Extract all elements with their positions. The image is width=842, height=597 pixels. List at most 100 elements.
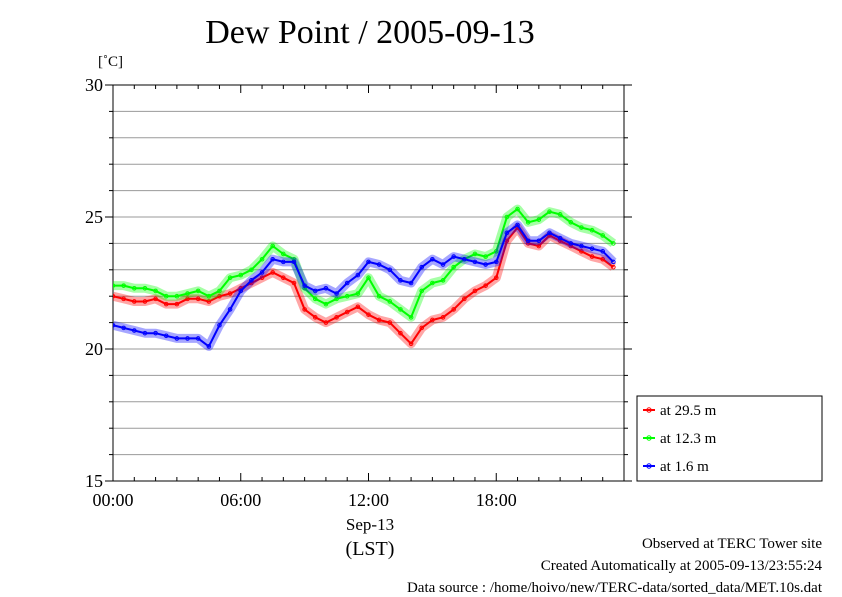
data-point (589, 246, 595, 251)
footer-data-source: Data source : /home/hoivo/new/TERC-data/… (406, 580, 822, 596)
data-point (217, 288, 222, 294)
data-point (366, 259, 371, 265)
data-point (536, 217, 542, 222)
data-point (387, 320, 393, 325)
data-point (259, 275, 265, 281)
data-point (291, 259, 297, 265)
data-point (113, 283, 116, 288)
data-point (483, 254, 488, 259)
data-point (131, 285, 137, 291)
data-point (227, 275, 233, 281)
data-point (344, 293, 350, 299)
data-point (387, 299, 393, 304)
data-point (113, 322, 116, 328)
data-point (579, 249, 584, 254)
data-point (472, 259, 478, 265)
data-point (408, 341, 414, 347)
data-point (121, 296, 126, 302)
data-point (483, 283, 488, 288)
data-point (185, 291, 190, 296)
data-point (185, 336, 190, 341)
data-point (206, 293, 212, 299)
data-point (355, 291, 361, 296)
x-tick-label: 00:00 (92, 490, 133, 510)
data-point (557, 235, 563, 241)
data-point (376, 293, 382, 299)
data-point (131, 299, 137, 304)
data-point (270, 270, 275, 275)
data-point (440, 315, 446, 320)
data-point (195, 336, 201, 341)
data-point (142, 285, 148, 291)
data-point (504, 238, 510, 244)
data-point (600, 249, 606, 254)
data-point (323, 285, 329, 291)
data-point (153, 288, 158, 294)
data-point (504, 214, 510, 220)
x-axis-timezone-label: (LST) (345, 538, 395, 560)
x-tick-label: 06:00 (220, 490, 261, 510)
data-point (355, 304, 361, 310)
data-point (472, 251, 478, 257)
data-point (121, 325, 126, 331)
data-point (493, 259, 499, 265)
data-point (408, 315, 414, 320)
y-tick-label: 25 (85, 207, 103, 227)
data-point (430, 317, 435, 323)
data-point (217, 293, 222, 299)
data-point (238, 272, 244, 278)
data-point (142, 330, 148, 336)
data-point (589, 254, 595, 259)
data-point (557, 212, 563, 217)
data-point (398, 307, 403, 312)
data-point (291, 280, 297, 286)
data-point (408, 280, 414, 286)
legend-label: at 12.3 m (660, 431, 717, 447)
data-point (344, 280, 350, 286)
data-point (472, 288, 478, 294)
footer-observation-site: Observed at TERC Tower site (641, 536, 822, 552)
data-point (302, 283, 307, 288)
x-tick-label: 18:00 (476, 490, 517, 510)
data-point (249, 278, 254, 283)
data-point (440, 262, 446, 267)
data-point (419, 288, 425, 294)
data-point (281, 251, 286, 257)
data-point (259, 256, 265, 262)
data-point (525, 219, 531, 225)
data-point (611, 241, 616, 246)
data-point (121, 283, 126, 288)
data-point (238, 288, 244, 294)
x-tick-label: 12:00 (348, 490, 389, 510)
data-point (312, 296, 318, 302)
data-point (185, 296, 190, 302)
data-point (589, 227, 595, 233)
y-tick-label: 20 (85, 339, 103, 359)
data-point (195, 288, 201, 294)
data-point (334, 315, 339, 320)
data-point (600, 233, 606, 238)
data-point (451, 307, 456, 312)
data-point (270, 243, 275, 249)
data-point (206, 299, 212, 304)
data-point (451, 264, 456, 270)
y-tick-label: 15 (85, 471, 103, 491)
data-point (334, 296, 339, 302)
legend-marker (646, 435, 652, 441)
chart-title: Dew Point / 2005-09-13 (205, 14, 535, 51)
data-point (579, 243, 584, 249)
legend-label: at 1.6 m (660, 459, 709, 475)
data-point (366, 275, 371, 281)
data-point (515, 206, 520, 212)
data-point (206, 344, 212, 349)
x-axis-date-label: Sep-13 (345, 515, 395, 534)
legend-marker (646, 463, 652, 469)
data-point (600, 256, 606, 262)
data-point (153, 330, 158, 336)
data-point (376, 317, 382, 323)
data-point (195, 296, 201, 302)
data-point (462, 296, 467, 302)
data-point (281, 259, 286, 265)
data-point (504, 230, 510, 236)
